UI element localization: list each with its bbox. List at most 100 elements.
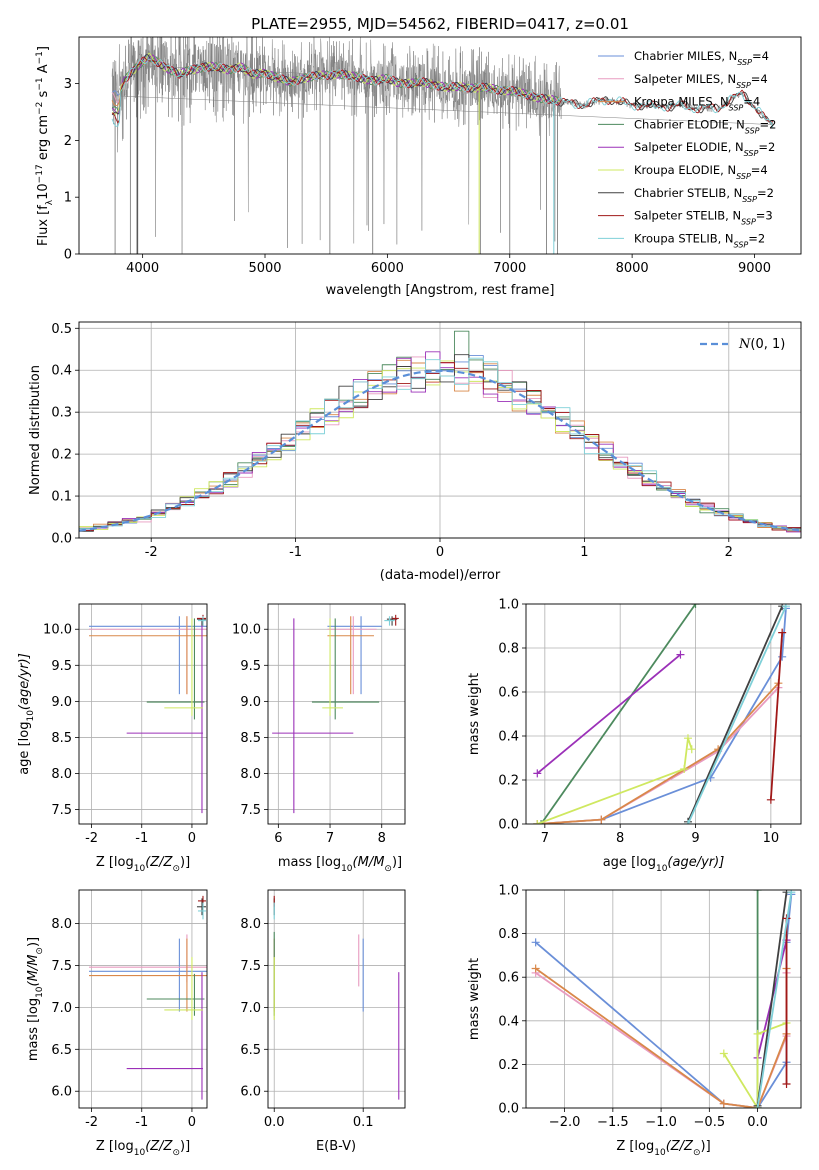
massweight-vs-z-chart-marker xyxy=(787,890,796,897)
age-vs-z-chart-xtick-label: 0 xyxy=(188,831,196,846)
legend-entry-n: =2 xyxy=(758,140,775,154)
massweight-vs-age-chart-plot-area xyxy=(533,604,790,824)
age-vs-mass-chart-ytick-label: 10.0 xyxy=(232,623,261,638)
mass-vs-z-ylabel-part: )] xyxy=(26,937,41,947)
age-vs-z-chart: -2 -1 07.58.08.59.09.510.0Z [log10(Z/Z⊙)]a… xyxy=(17,603,208,874)
age-vs-mass-xlabel-part: 10 xyxy=(341,864,353,874)
legend-entry: Salpeter MILES, NSSP=4 xyxy=(634,72,768,90)
legend-entry-sub: SSP xyxy=(734,240,749,249)
massweight-vs-z-chart-marker xyxy=(719,1049,728,1058)
legend-entry: Kroupa STELIB, NSSP=2 xyxy=(634,231,765,249)
histogram-chart-plot-area xyxy=(79,330,801,533)
massweight-vs-z-chart-plot-area xyxy=(531,890,796,1108)
legend-entry-label: Salpeter MILES, N xyxy=(634,72,736,86)
massweight-vs-z-chart-ytick-label: 0.4 xyxy=(498,1014,519,1029)
legend-entry-label: Chabrier ELODIE, N xyxy=(634,117,745,131)
massweight-vs-age-chart-ytick-label: 0.4 xyxy=(498,730,519,745)
massweight-vs-age-chart-grid xyxy=(526,603,801,825)
mass-vs-z-chart-frame xyxy=(78,889,208,1109)
massweight-vs-z-chart-marker xyxy=(531,964,540,973)
age-vs-mass-chart-ytick-label: 8.5 xyxy=(240,731,261,746)
massweight-vs-age-chart-ylabel: mass weight xyxy=(467,673,482,755)
legend-entry-sub: SSP xyxy=(737,58,752,67)
massweight-vs-age-chart-ytick-label: 0.0 xyxy=(498,818,519,833)
massweight-vs-z-chart-xtick-label: −0.5 xyxy=(694,1115,726,1130)
age-vs-z-chart-frame xyxy=(78,603,208,825)
spectrum-chart-xtick-label: 9000 xyxy=(738,261,771,276)
gaussian-curve xyxy=(79,369,801,532)
legend-entry-n: =4 xyxy=(752,49,769,63)
histogram-chart: -2 -1 0 1 2 0.0 0.1 0.2 0.3 0.4 0.5 (data-model)/er… xyxy=(28,321,802,583)
histogram-chart-ytick-label: 0.0 xyxy=(51,532,72,547)
massweight-vs-age-chart-marker xyxy=(781,604,790,611)
figure-title: PLATE=2955, MJD=54562, FIBERID=0417, z=0… xyxy=(251,15,629,33)
massweight-vs-age-chart-series-line xyxy=(540,604,697,824)
gaussian-legend-params: (0, 1) xyxy=(750,337,785,352)
massweight-vs-age-chart-ytick-label: 0.2 xyxy=(498,774,519,789)
legend-entry-n: =4 xyxy=(751,72,768,86)
age-vs-z-chart-ytick-label: 8.5 xyxy=(51,731,72,746)
massweight-vs-age-chart-marker xyxy=(537,820,546,824)
massweight-vs-age-chart-series-line xyxy=(537,686,780,824)
age-vs-z-chart-xtick-label: -2 xyxy=(85,831,98,846)
age-vs-mass-xlabel-part: )] xyxy=(392,855,402,870)
age-vs-mass-chart-xtick-label: 6 xyxy=(274,831,282,846)
mass-vs-z-chart-plot-area xyxy=(89,895,207,1100)
spectrum-chart-plot-area xyxy=(111,37,774,254)
spectrum-chart-ytick-label: 0 xyxy=(64,248,72,263)
massweight-vs-z-chart-series-line xyxy=(723,1022,787,1108)
spectrum-chart-ticks: 4000 5000 6000 7000 8000 9000 0 1 2 3 xyxy=(64,77,771,276)
age-vs-z-chart-ytick-label: 9.0 xyxy=(51,695,72,710)
age-vs-z-chart-ytick-label: 10.0 xyxy=(43,623,72,638)
age-vs-z-ylabel-part: age [log xyxy=(17,722,32,775)
spectrum-chart-ytick-label: 3 xyxy=(64,77,72,92)
legend-entry-sub: SSP xyxy=(741,217,756,226)
massweight-vs-age-chart-series-line xyxy=(537,682,780,824)
mass-vs-z-chart-ytick-label: 6.5 xyxy=(51,1043,72,1058)
mass-vs-z-ylabel-part: mass [log xyxy=(26,998,41,1061)
mass-vs-z-chart-xtick-label: -1 xyxy=(135,1115,148,1130)
spectrum-model-line xyxy=(111,58,774,128)
histogram-chart-xtick-label: -2 xyxy=(145,545,158,560)
mass-vs-ebv-chart-ytick-label: 6.0 xyxy=(240,1085,261,1100)
massweight-vs-z-chart-ytick-label: 0.6 xyxy=(498,971,519,986)
spectrum-xlabel: wavelength [Angstrom, rest frame] xyxy=(326,283,555,298)
massweight-vs-z-chart-xtick-label: −1.5 xyxy=(597,1115,629,1130)
spectrum-chart-ytick-label: 2 xyxy=(64,134,72,149)
massweight-vs-z-chart-xtick-label: 0.0 xyxy=(747,1115,768,1130)
histogram-chart-ytick-label: 0.3 xyxy=(51,406,72,421)
massweight-vs-z-chart-frame xyxy=(525,889,802,1109)
mass-vs-z-chart-ytick-label: 7.0 xyxy=(51,1001,72,1016)
age-vs-mass-chart-frame xyxy=(267,603,406,825)
legend-entry-label: Salpeter STELIB, N xyxy=(634,209,741,223)
spectrum-ylabel-part: −1 xyxy=(35,51,45,64)
histogram-chart-frame xyxy=(78,321,802,539)
massweight-vs-z-chart-series-line xyxy=(535,894,793,1108)
spectrum-chart-xtick-label: 4000 xyxy=(126,261,159,276)
massweight-vs-age-chart-marker xyxy=(691,604,700,608)
massweight-vs-z-chart-ytick-label: 1.0 xyxy=(498,884,519,899)
spectrum-chart-xtick-label: 8000 xyxy=(616,261,649,276)
histogram-chart-ytick-label: 0.4 xyxy=(51,364,72,379)
massweight-vs-z-chart-ylabel: mass weight xyxy=(467,958,482,1040)
age-vs-z-chart-ticks: -2 -1 0 7.5 8.0 8.5 9.0 9.5 10.0 xyxy=(43,623,196,846)
massweight-vs-age-chart-ytick-label: 0.8 xyxy=(498,642,519,657)
massweight-vs-z-chart-ytick-label: 0.0 xyxy=(498,1102,519,1117)
massweight-vs-z-chart-marker xyxy=(753,890,762,894)
legend-entry-sub: SSP xyxy=(742,194,757,203)
age-vs-z-chart-ytick-label: 9.5 xyxy=(51,659,72,674)
mass-vs-z-xlabel: Z [log10(Z/Z⊙)] xyxy=(96,1139,190,1158)
age-vs-z-chart-plot-area xyxy=(89,614,207,814)
mass-vs-z-xlabel-part: ⊙ xyxy=(172,1148,180,1158)
legend-entry-n: =3 xyxy=(756,209,773,223)
legend-entry: Salpeter ELODIE, NSSP=2 xyxy=(634,140,775,158)
massweight-vs-z-chart-series-line xyxy=(756,892,788,1106)
age-vs-mass-xlabel: mass [log10(M/M⊙)] xyxy=(278,855,402,874)
massweight-vs-z-chart-marker xyxy=(531,938,540,947)
age-vs-z-ylabel: age [log10(age/yr)] xyxy=(17,653,36,775)
histogram-chart-xtick-label: 2 xyxy=(725,545,733,560)
legend-entry-label: Kroupa ELODIE, N xyxy=(634,163,736,177)
histogram-chart-ytick-label: 0.2 xyxy=(51,448,72,463)
